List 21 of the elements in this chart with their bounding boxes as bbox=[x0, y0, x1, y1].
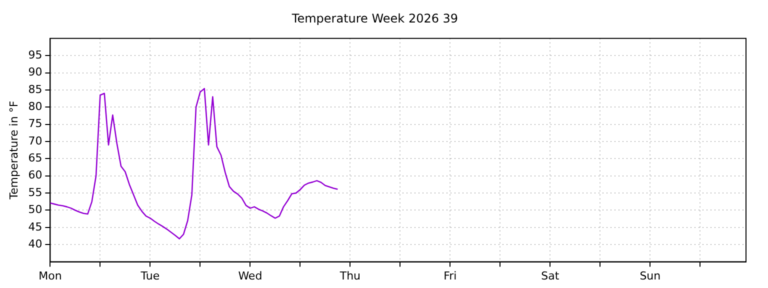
y-tick-label: 85 bbox=[28, 82, 42, 96]
x-tick-label: Wed bbox=[238, 269, 262, 282]
y-tick-label: 65 bbox=[28, 152, 42, 165]
x-tick-label: Sat bbox=[541, 269, 560, 282]
x-tick-label: Fri bbox=[444, 269, 457, 282]
y-tick-label: 55 bbox=[28, 186, 42, 199]
y-tick-label: 60 bbox=[28, 168, 42, 182]
x-tick-label: Tue bbox=[140, 269, 160, 282]
y-tick-label: 50 bbox=[28, 203, 42, 216]
y-tick-label: 40 bbox=[28, 237, 42, 250]
y-tick-label: 80 bbox=[28, 100, 42, 113]
x-tick-label: Sun bbox=[640, 269, 661, 282]
y-tick-label: 95 bbox=[28, 48, 42, 62]
y-tick-label: 90 bbox=[28, 66, 42, 79]
y-tick-label: 75 bbox=[28, 117, 42, 130]
chart-title: Temperature Week 2026 39 bbox=[290, 11, 458, 26]
y-axis-title: Temperature in °F bbox=[7, 100, 20, 200]
y-tick-label: 70 bbox=[28, 134, 42, 148]
x-tick-label: Mon bbox=[38, 269, 62, 282]
y-tick-label: 45 bbox=[28, 220, 42, 234]
x-tick-label: Thu bbox=[338, 269, 361, 282]
